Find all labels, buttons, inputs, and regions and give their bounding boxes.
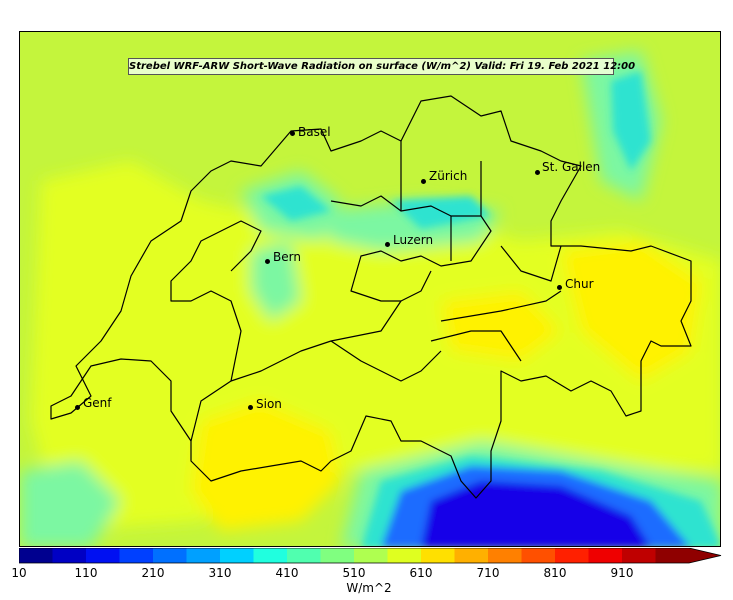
map-title: Strebel WRF-ARW Short-Wave Radiation on … [128,58,635,75]
city-marker-genf [74,404,80,410]
colorbar-tick-label: 310 [208,566,232,580]
city-label-luzern: Luzern [393,233,434,247]
colorbar-segment [454,548,489,563]
city-marker-luzern [384,241,390,247]
colorbar-segment [421,548,455,563]
colorbar-tick-label: 110 [74,566,98,580]
colorbar-segment [354,548,388,563]
switzerland-border [50,95,692,499]
colorbar-segment [622,548,656,563]
colorbar-segment [153,548,187,563]
city-marker-sion [247,404,253,410]
colorbar-extend-arrow [689,548,721,563]
colorbar-segment [655,548,690,563]
colorbar-segment [521,548,556,563]
colorbar-tick-label: 810 [543,566,567,580]
colorbar-tick-label: 210 [141,566,165,580]
map-frame [19,31,721,547]
radiation-map [20,32,720,546]
colorbar-tick-label: 10 [11,566,27,580]
city-marker-basel [289,130,295,136]
city-marker-chur [556,284,562,290]
colorbar-segment [555,548,589,563]
city-label-st-gallen: St. Gallen [542,160,601,174]
colorbar-outline [19,548,722,564]
city-marker-zürich [420,178,426,184]
colorbar-segment [52,548,87,563]
colorbar-segment [320,548,355,563]
colorbar-segment [220,548,254,563]
colorbar-segment [86,548,120,563]
colorbar-unit-label: W/m^2 [346,581,392,595]
colorbar-tick-label: 610 [409,566,433,580]
colorbar-segment [387,548,422,563]
colorbar-tick-label: 710 [476,566,500,580]
city-label-sion: Sion [256,397,282,411]
radiation-minima [261,71,720,546]
colorbar-segment [488,548,522,563]
city-label-zürich: Zürich [429,169,468,183]
colorbar-segment [186,548,221,563]
colorbar-tick-label: 910 [610,566,634,580]
city-label-bern: Bern [273,250,301,264]
city-label-basel: Basel [298,125,331,139]
colorbar-tick-label: 410 [275,566,299,580]
city-label-genf: Genf [83,396,112,410]
city-marker-st-gallen [534,169,540,175]
city-marker-bern [264,258,270,264]
city-label-chur: Chur [565,277,594,291]
colorbar-tick-label: 510 [342,566,366,580]
colorbar-segment [287,548,321,563]
colorbar-segment [19,548,53,563]
colorbar [19,548,722,564]
colorbar-segment [588,548,623,563]
colorbar-segment [119,548,154,563]
colorbar-segment [253,548,288,563]
